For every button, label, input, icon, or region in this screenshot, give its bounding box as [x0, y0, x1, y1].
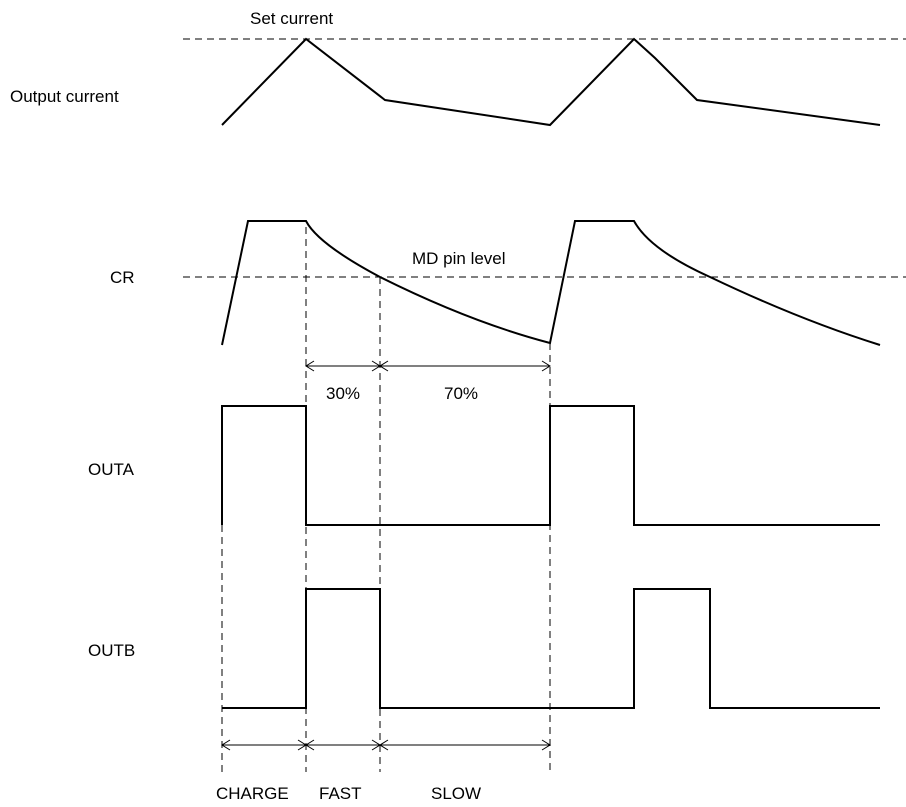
output-current-waveform	[221, 37, 881, 127]
slow-label: SLOW	[431, 784, 481, 803]
charge-phase-dimension	[221, 739, 307, 751]
set-current-label: Set current	[250, 9, 333, 28]
output-current-label: Output current	[10, 87, 119, 106]
slow-percent-label: 70%	[444, 384, 478, 403]
cr-label: CR	[110, 268, 135, 287]
slow-phase-dimension	[379, 739, 551, 751]
fast-percent-label: 30%	[326, 384, 360, 403]
outa-label: OUTA	[88, 460, 135, 479]
outb-waveform-line	[222, 588, 880, 709]
slow-percent-dimension	[379, 360, 551, 372]
md-pin-level-label: MD pin level	[412, 249, 506, 268]
outb-label: OUTB	[88, 641, 135, 660]
charge-label: CHARGE	[216, 784, 289, 803]
fast-phase-dimension	[305, 739, 381, 751]
fast-percent-dimension	[305, 360, 381, 372]
outa-waveform	[221, 405, 880, 526]
fast-label: FAST	[319, 784, 362, 803]
cr-waveform	[221, 220, 881, 346]
